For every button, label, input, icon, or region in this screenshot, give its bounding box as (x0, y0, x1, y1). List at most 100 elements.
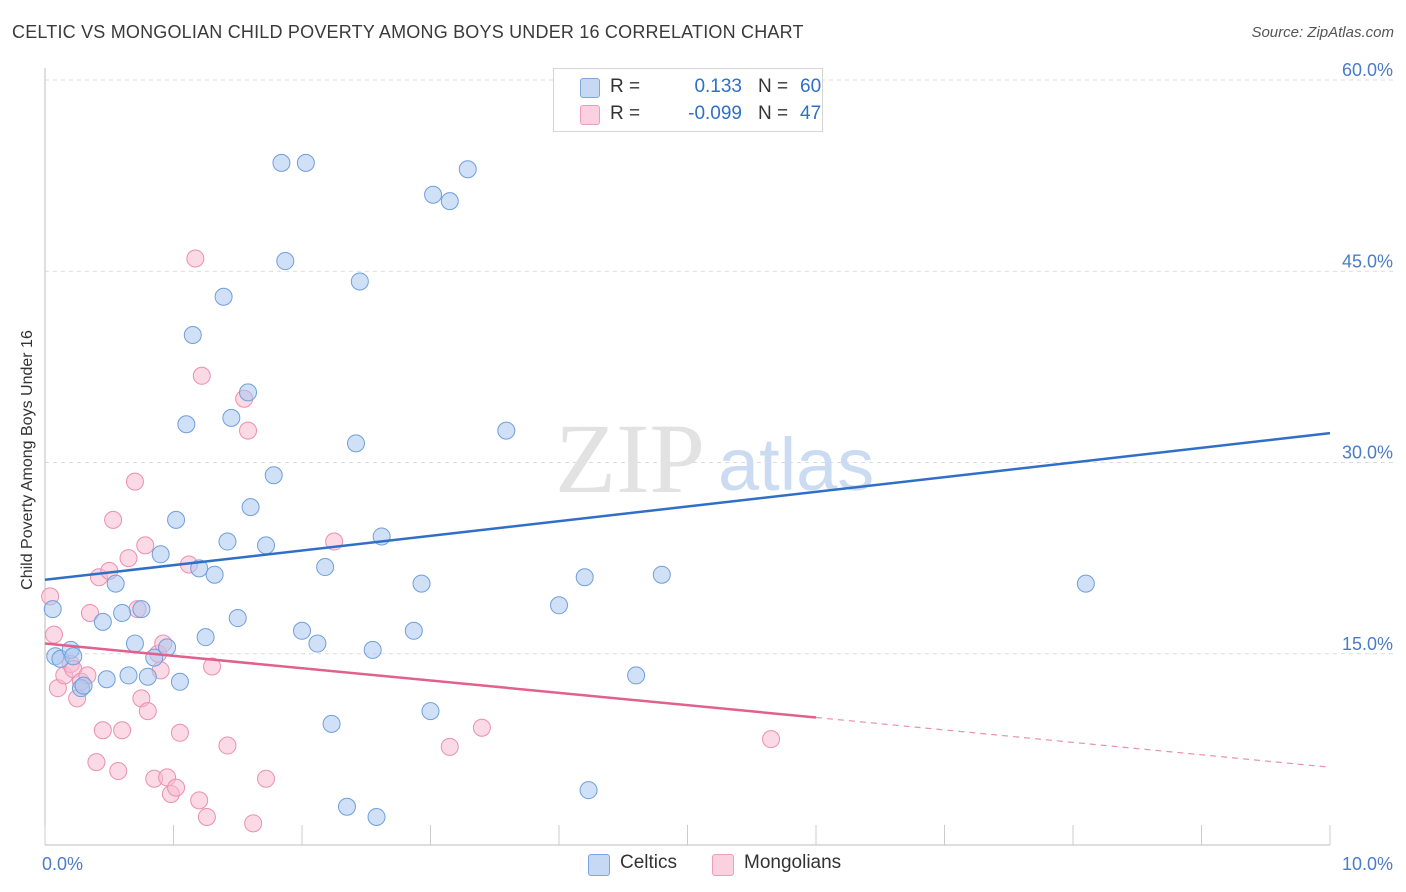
celtics-point (652, 565, 671, 584)
celtics-point (257, 536, 276, 555)
celtics-point (412, 574, 431, 593)
celtics-point (113, 603, 132, 622)
celtics-point (93, 612, 112, 631)
celtics-point (64, 647, 83, 666)
mongolians-point (87, 753, 106, 772)
celtics-point (363, 640, 382, 659)
mongolians-trendline (44, 642, 817, 719)
celtics-trendline (44, 431, 1331, 582)
celtics-point (316, 558, 335, 577)
celtics-point (579, 781, 598, 800)
celtics-point (1076, 574, 1095, 593)
mongolians-point (93, 721, 112, 740)
watermark-atlas: atlas (718, 423, 874, 506)
r-label: R = (610, 76, 641, 97)
celtics-point (190, 559, 209, 578)
mongolians-swatch (580, 105, 600, 125)
mongolians-trendline-extension (815, 716, 1331, 768)
celtics-point (239, 383, 258, 402)
celtics-point (550, 596, 568, 615)
y-tick-label: 30.0% (1342, 443, 1393, 463)
celtics-point (167, 510, 186, 529)
watermark: ZIP atlas (555, 403, 874, 514)
celtics-point (214, 287, 233, 306)
trendlines (44, 431, 1331, 768)
celtics-point (497, 421, 516, 440)
n-value: 60 (800, 76, 822, 97)
mongolians-point (203, 657, 222, 676)
correlation-legend: R = 0.133 N = 60 R = -0.099 N = 47 (553, 68, 823, 132)
mongolians-point (218, 736, 237, 755)
mongolians-point (186, 249, 205, 268)
celtics-point (138, 667, 157, 686)
tick-labels: 15.0% 30.0% 45.0% 60.0% 0.0% 10.0% (42, 60, 1393, 874)
celtics-point (421, 702, 440, 721)
celtics-point (222, 408, 241, 427)
mongolians-point (472, 718, 491, 737)
celtics-point (322, 714, 341, 733)
celtics-point (97, 670, 116, 689)
celtics-point (205, 565, 224, 584)
celtics-swatch (588, 854, 610, 876)
celtics-point (125, 634, 144, 653)
celtics-point (272, 153, 291, 172)
mongolians-point (136, 536, 155, 555)
mongolians-point (138, 702, 157, 721)
n-label: N = (758, 76, 789, 97)
mongolians-point (192, 366, 211, 385)
celtics-point (228, 609, 247, 628)
celtics-point (196, 628, 215, 647)
celtics-point (106, 574, 125, 593)
mongolians-swatch (712, 854, 734, 876)
legend-label: Celtics (620, 852, 678, 873)
r-value: -0.099 (688, 103, 742, 124)
celtics-point (404, 621, 423, 640)
y-tick-label: 45.0% (1342, 251, 1393, 271)
mongolians-point (44, 625, 63, 644)
mongolians-point (190, 791, 209, 810)
celtics-swatch (580, 78, 600, 98)
mongolians-point (440, 737, 459, 756)
celtics-point (350, 272, 369, 291)
celtics-point (337, 797, 356, 816)
celtics-point (424, 185, 443, 204)
gridlines (45, 79, 1395, 655)
celtics-point (183, 326, 202, 344)
mongolians-point (244, 814, 263, 833)
mongolians-point (167, 778, 186, 797)
mongolians-point (113, 721, 132, 740)
r-value: 0.133 (694, 76, 742, 97)
chart-title: CELTIC VS MONGOLIAN CHILD POVERTY AMONG … (12, 22, 804, 42)
celtics-point (367, 807, 386, 826)
y-tick-label: 60.0% (1342, 60, 1393, 80)
celtics-point (276, 252, 295, 271)
source-label: Source: ZipAtlas.com (1251, 24, 1394, 41)
x-tick-label: 0.0% (42, 854, 83, 874)
legend-label: Mongolians (744, 852, 842, 873)
x-tick-label: 10.0% (1342, 854, 1393, 874)
mongolians-point (239, 421, 258, 440)
celtics-point (308, 634, 327, 653)
mongolians-point (257, 769, 276, 788)
mongolians-point (762, 730, 781, 749)
mongolians-point (109, 762, 128, 781)
celtics-point (158, 638, 177, 657)
celtics-point (241, 498, 260, 517)
celtics-point (440, 192, 459, 211)
n-value: 47 (800, 103, 822, 124)
celtics-point (575, 568, 594, 587)
r-label: R = (610, 103, 641, 124)
mongolians-point (125, 472, 144, 491)
celtics-point (132, 600, 151, 619)
data-points (41, 153, 1095, 833)
mongolians-point (80, 603, 99, 622)
mongolians-point (170, 723, 189, 742)
celtics-point (346, 434, 365, 453)
axes (44, 68, 1331, 846)
mongolians-point (104, 510, 123, 529)
celtics-point (218, 532, 237, 551)
celtics-point (293, 621, 311, 640)
mongolians-point (197, 807, 216, 826)
celtics-point (458, 160, 477, 179)
